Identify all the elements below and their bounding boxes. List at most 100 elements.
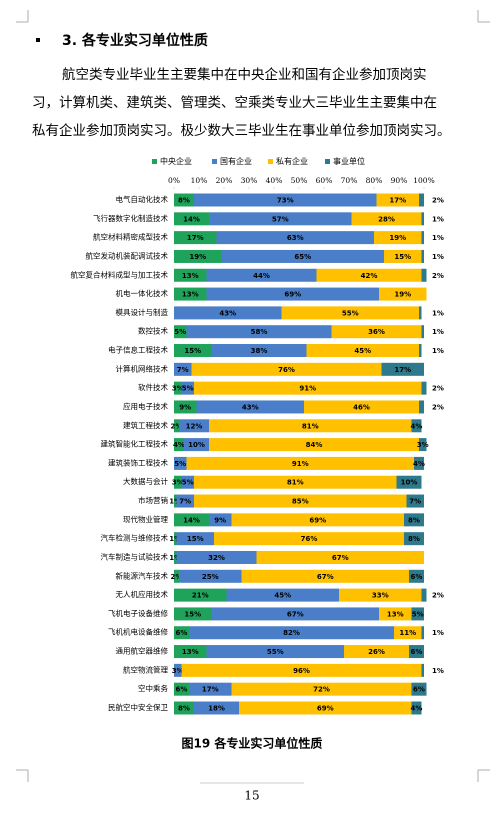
bar-segment — [316, 268, 422, 282]
value-label: 81% — [287, 479, 304, 487]
value-label: 69% — [317, 705, 334, 713]
value-label: 14% — [183, 215, 200, 223]
value-label: 6% — [176, 629, 188, 637]
value-label: 1% — [169, 498, 181, 506]
bar-segment — [421, 588, 427, 602]
value-label: 9% — [179, 403, 191, 411]
y-tick-label: 飞机机电设备维修 — [108, 627, 168, 637]
bar-segment — [174, 682, 189, 696]
legend-label: 事业单位 — [333, 156, 365, 166]
bar-segment — [404, 513, 424, 527]
bar-segment — [281, 306, 419, 320]
bar-segment — [174, 362, 192, 376]
bar-segment — [419, 400, 424, 414]
bar-segment — [194, 475, 397, 489]
value-label: 72% — [313, 686, 330, 694]
value-label: 3% — [172, 667, 184, 675]
bar-segment — [174, 231, 217, 245]
bar-segment — [379, 607, 412, 621]
bar-segment — [211, 344, 307, 358]
y-tick-label: 电气自动化技术 — [116, 194, 169, 204]
x-tick-label: 50% — [291, 176, 308, 185]
y-tick-label: 市场营销 — [138, 495, 168, 505]
value-label: 13% — [182, 272, 199, 280]
x-tick-label: 10% — [191, 176, 208, 185]
x-tick-label: 60% — [316, 176, 333, 185]
bar-segment — [209, 419, 412, 433]
value-label: 45% — [274, 592, 291, 600]
legend-swatch — [325, 159, 330, 164]
y-tick-label: 空中乘务 — [138, 683, 168, 693]
bar-segment — [174, 438, 184, 452]
value-label: 28% — [378, 215, 395, 223]
bar-segment — [174, 306, 282, 320]
y-tick-label: 数控技术 — [138, 326, 168, 336]
bar-segment — [394, 626, 422, 640]
value-label: 7% — [179, 498, 191, 506]
value-label: 91% — [299, 385, 316, 393]
bar-segment — [174, 626, 189, 640]
value-label: 55% — [267, 648, 284, 656]
bar-segment — [179, 569, 242, 583]
bar-segment — [226, 588, 339, 602]
x-tick-label: 20% — [216, 176, 233, 185]
value-label: 15% — [394, 253, 411, 261]
page-number: 15 — [244, 789, 259, 803]
bar-segment — [174, 663, 182, 677]
value-label: 57% — [272, 215, 289, 223]
bar-segment — [174, 287, 207, 301]
value-label: 13% — [387, 610, 404, 618]
y-tick-label: 航空复合材料成型与加工技术 — [71, 269, 169, 279]
value-label: 69% — [284, 291, 301, 299]
bar-segment — [174, 494, 177, 508]
bar-segment — [344, 645, 409, 659]
x-tick-label: 70% — [341, 176, 358, 185]
legend-label: 中央企业 — [160, 156, 192, 166]
margin-marks — [16, 10, 490, 782]
value-label: 13% — [182, 291, 199, 299]
value-label: 7% — [177, 366, 189, 374]
bar-segment — [181, 475, 194, 489]
bar-segment — [381, 362, 424, 376]
bar-segment — [419, 438, 427, 452]
value-label: 58% — [251, 328, 268, 336]
y-tick-label: 建筑装饰工程技术 — [108, 457, 168, 467]
value-label: 33% — [372, 592, 389, 600]
value-label: 17% — [187, 234, 204, 242]
bar-segment — [174, 701, 194, 715]
value-label: 5% — [174, 460, 186, 468]
bar-segment — [176, 550, 257, 564]
bar-segment — [221, 249, 384, 263]
legend-swatch — [152, 159, 157, 164]
y-tick-label: 建筑工程技术 — [123, 420, 168, 430]
value-label: 45% — [354, 347, 371, 355]
y-tick-label: 机电一体化技术 — [116, 288, 169, 298]
bar-segment — [421, 212, 424, 226]
value-label: 3% — [172, 385, 184, 393]
value-label: 1% — [432, 629, 444, 637]
bar-segment — [209, 438, 419, 452]
y-tick-label: 航空发动机装配调试技术 — [86, 250, 169, 260]
value-label: 21% — [192, 592, 209, 600]
bar-segment — [209, 212, 352, 226]
bar-segment — [184, 438, 209, 452]
value-label: 32% — [208, 554, 225, 562]
value-label: 8% — [178, 197, 190, 205]
caption: 图19 各专业实习单位性质 — [182, 736, 323, 751]
value-label: 5% — [174, 328, 186, 336]
bar-segment — [174, 513, 209, 527]
value-label: 15% — [184, 610, 201, 618]
bar-segment — [174, 645, 207, 659]
y-tick-label: 模具设计与制造 — [116, 307, 169, 317]
value-label: 17% — [389, 197, 406, 205]
value-label: 17% — [202, 686, 219, 694]
bar-segment — [194, 494, 407, 508]
legend-swatch — [212, 159, 217, 164]
bar-segment — [414, 456, 424, 470]
bar-segment — [421, 381, 427, 395]
y-tick-label: 汽车制造与试验技术 — [101, 551, 169, 561]
value-label: 1% — [169, 554, 181, 562]
bar-segment — [189, 626, 394, 640]
bar-segment — [239, 701, 412, 715]
value-label: 3% — [172, 479, 184, 487]
